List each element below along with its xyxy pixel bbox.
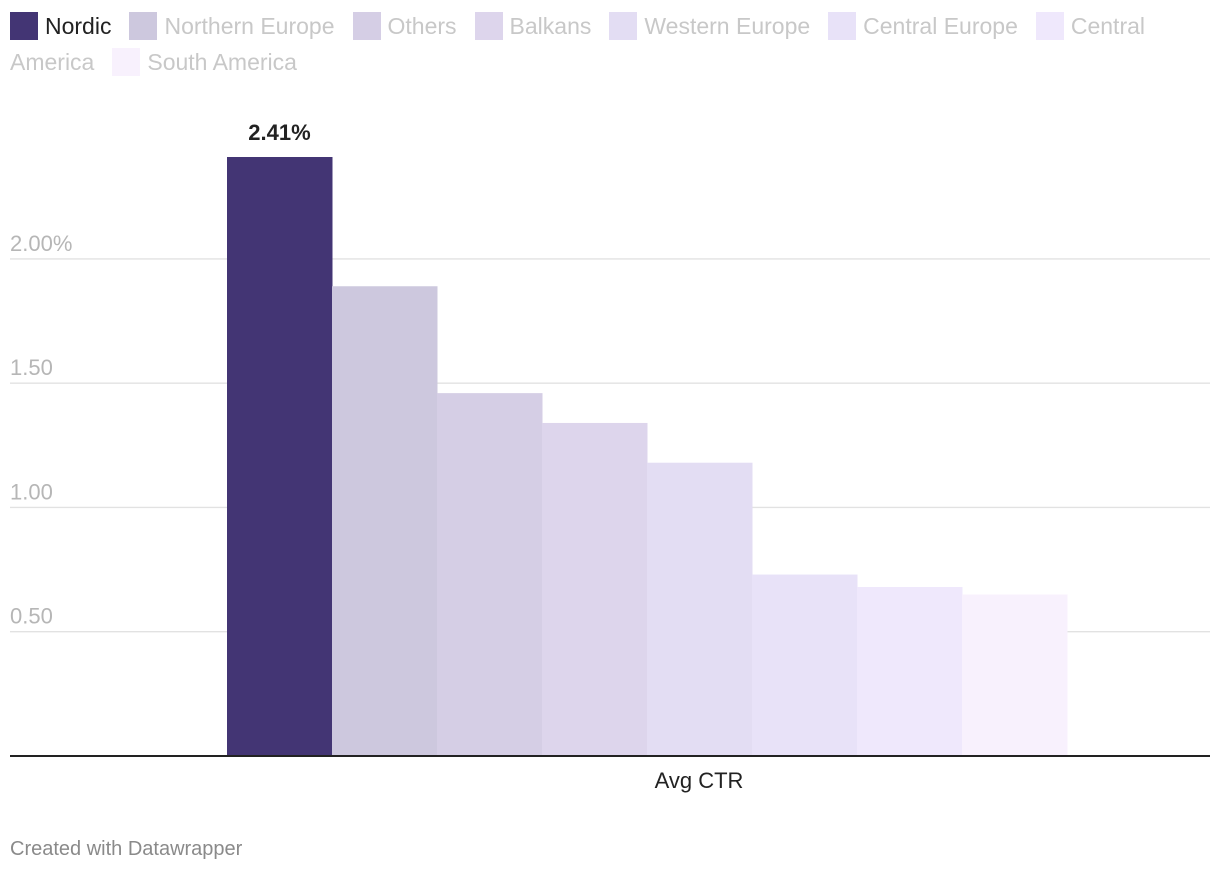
legend-item[interactable]: Others xyxy=(352,12,457,40)
legend-swatch xyxy=(828,12,857,40)
footer-credit: Created with Datawrapper xyxy=(10,838,243,860)
data-label: 2.41% xyxy=(248,120,310,145)
legend-item[interactable]: Northern Europe xyxy=(129,12,335,40)
legend-label: South America xyxy=(147,49,297,75)
bar xyxy=(437,393,543,756)
y-tick-label: 2.00% xyxy=(10,231,72,256)
legend-item[interactable]: Western Europe xyxy=(609,12,811,40)
legend-item[interactable]: Central America xyxy=(10,12,1146,75)
legend-label: Nordic xyxy=(45,13,112,39)
legend-swatch xyxy=(1035,12,1064,40)
legend-swatch xyxy=(10,12,38,40)
bar xyxy=(857,586,963,756)
legend-item[interactable]: Balkans xyxy=(474,12,592,40)
bar xyxy=(752,574,858,756)
legend-item[interactable]: South America xyxy=(112,48,297,76)
bar xyxy=(542,422,648,756)
y-tick-label: 1.50 xyxy=(10,355,53,380)
legend-label: Balkans xyxy=(509,13,592,39)
legend-label: Northern Europe xyxy=(164,13,335,39)
y-tick-label: 0.50 xyxy=(10,604,53,629)
legend-label: Central Europe xyxy=(863,13,1018,39)
chart-legend: Nordic Northern Europe Others Balkans Wester… xyxy=(10,8,1210,80)
bar xyxy=(962,594,1068,756)
bar xyxy=(647,462,753,756)
legend-label: Central America xyxy=(10,13,1146,75)
legend-label: Others xyxy=(387,13,457,39)
legend-item[interactable]: Central Europe xyxy=(828,12,1018,40)
y-tick-label: 1.00 xyxy=(10,479,53,504)
legend-swatch xyxy=(352,12,381,40)
bar xyxy=(227,157,333,756)
legend-label: Western Europe xyxy=(644,13,811,39)
legend-swatch xyxy=(112,48,141,76)
legend-item[interactable]: Nordic xyxy=(10,12,112,40)
bar xyxy=(332,286,438,756)
x-category-label: Avg CTR xyxy=(655,768,744,793)
legend-swatch xyxy=(129,12,158,40)
legend-swatch xyxy=(474,12,503,40)
legend-swatch xyxy=(609,12,638,40)
